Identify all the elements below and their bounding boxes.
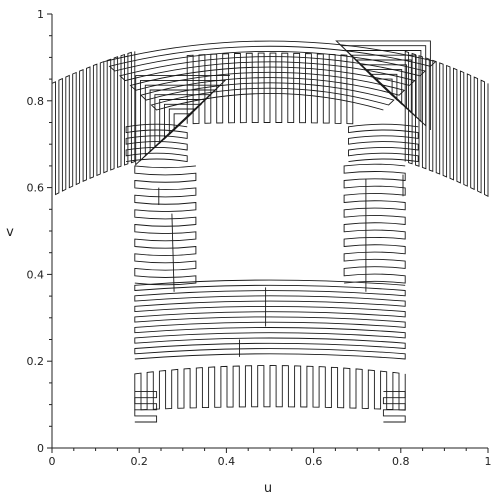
upper-inner-passes: [186, 52, 354, 125]
x-tick-label: 0.6: [305, 455, 323, 468]
x-tick-label: 1: [485, 455, 492, 468]
bottom-passes: [134, 365, 406, 411]
bottom-left-stub: [134, 391, 158, 423]
left-shoulder-passes: [125, 123, 188, 163]
bottom-right-stub: [382, 391, 406, 423]
left-flank-passes: [51, 51, 136, 197]
lower-band-passes: [134, 279, 406, 360]
top-right-corner-passes: [335, 40, 431, 130]
x-tick-label: 0: [49, 455, 56, 468]
right-shoulder-passes: [348, 123, 419, 163]
x-axis-title: u: [264, 481, 272, 496]
y-ticks: 0 0.2 0.4 0.6 0.8 1: [27, 8, 52, 455]
right-column-passes: [343, 163, 406, 284]
y-tick-label: 0.8: [27, 95, 45, 108]
x-tick-label: 0.8: [392, 455, 410, 468]
y-tick-label: 0: [37, 442, 44, 455]
top-arc-passes: [104, 40, 437, 111]
y-tick-label: 0.4: [27, 268, 45, 281]
left-column-passes: [134, 165, 197, 286]
right-flank-passes: [404, 50, 489, 198]
left-column-seam: [158, 187, 175, 292]
y-tick-label: 0.2: [27, 355, 45, 368]
x-tick-label: 0.2: [130, 455, 148, 468]
lower-band-seam: [239, 287, 267, 357]
right-column-seam: [365, 174, 404, 292]
y-axis-title: v: [6, 225, 14, 240]
x-ticks: 0 0.2 0.4 0.6 0.8 1: [49, 448, 492, 468]
y-tick-label: 0.6: [27, 182, 45, 195]
tool-paths: [51, 40, 489, 423]
x-tick-label: 0.4: [218, 455, 236, 468]
top-left-corner-passes: [135, 75, 230, 166]
y-tick-label: 1: [37, 8, 44, 21]
